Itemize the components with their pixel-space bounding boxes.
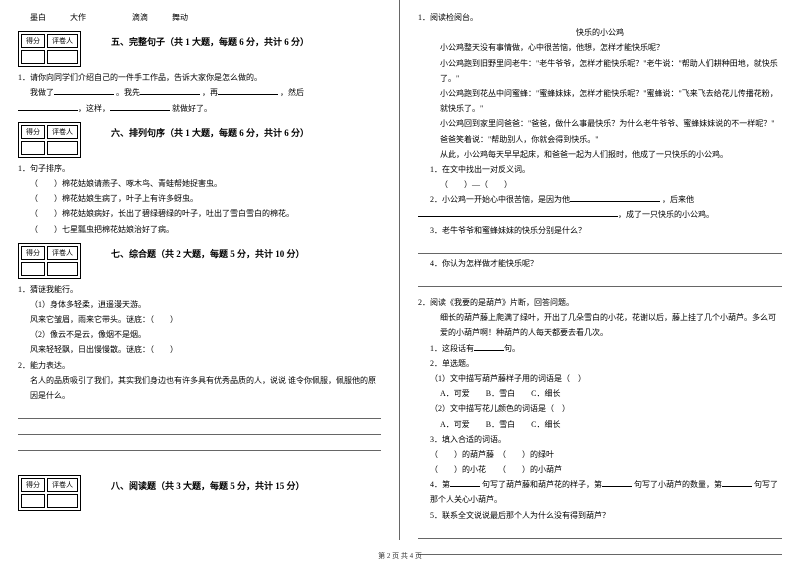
- w4: 舞动: [172, 13, 188, 22]
- r1-p6: 从此，小公鸡每天早早起床，和爸爸一起为人们报时，他成了一只快乐的小公鸡。: [418, 147, 782, 162]
- s7-q1b: 风来它皱眉，雨来它带头。谜底：（ ）: [18, 312, 381, 327]
- write-line: [418, 240, 782, 254]
- r2-q2b: （2）文中描写花儿颜色的词语是（ ）: [418, 401, 782, 416]
- w1: 墨白: [30, 13, 46, 22]
- r1-p1: 小公鸡整天没有事情做，心中很苦恼，他想，怎样才能快乐呢？: [418, 40, 782, 55]
- r2-q1: 1．这段话有句。: [418, 341, 782, 356]
- write-line: [418, 525, 782, 539]
- write-line: [18, 437, 381, 451]
- r1-q3: 3．老牛爷爷和蜜蜂妹妹的快乐分别是什么？: [418, 223, 782, 238]
- r2-q2opt1: A．可爱 B．雪白 C．细长: [418, 386, 782, 401]
- score-box-7: 得分评卷人: [18, 243, 81, 279]
- r1-q4: 4．你认为怎样做才能快乐呢？: [418, 256, 782, 271]
- s6-i2: （ ）棉花姑娘生病了，叶子上有许多蚜虫。: [18, 191, 381, 206]
- r2-q3a: （ ）的葫芦藤 （ ）的绿叶: [418, 447, 782, 462]
- r2-q4: 4．第 句写了葫芦藤和葫芦花的样子，第 句写了小葫芦的数量，第 句写了那个人关心…: [418, 477, 782, 507]
- score-box-6: 得分评卷人: [18, 122, 81, 158]
- score-box-8: 得分评卷人: [18, 475, 81, 511]
- s7-q1d: 风来轻轻飘，日出慢慢散。谜底：（ ）: [18, 342, 381, 357]
- s6-lead: 1．句子排序。: [18, 161, 381, 176]
- score-box-5: 得分评卷人: [18, 31, 81, 67]
- right-column: 1．阅读检阅台。 快乐的小公鸡 小公鸡整天没有事情做，心中很苦恼，他想，怎样才能…: [400, 0, 800, 540]
- s7-q1a: （1）身体多轻柔，逍遥漫天游。: [18, 297, 381, 312]
- s6-i3: （ ）棉花姑娘病好，长出了碧绿碧绿的叶子，吐出了雪白雪白的棉花。: [18, 206, 381, 221]
- r1-title: 快乐的小公鸡: [418, 25, 782, 40]
- r1-p3: 小公鸡跑到花丛中问蜜蜂："蜜蜂妹妹，怎样才能快乐呢？"蜜蜂说："飞来飞去给花儿传…: [418, 86, 782, 116]
- s7-q2: 2．能力表达。: [18, 358, 381, 373]
- section-6-title: 六、排列句序（共 1 大题，每题 6 分，共计 6 分）: [111, 116, 309, 139]
- r1-q1: 1．在文中找出一对反义词。: [418, 162, 782, 177]
- section-5-header: 得分评卷人 五、完整句子（共 1 大题，每题 6 分，共计 6 分）: [18, 25, 381, 70]
- w3: 滴滴: [132, 13, 148, 22]
- section-5-title: 五、完整句子（共 1 大题，每题 6 分，共计 6 分）: [111, 25, 309, 48]
- s7-q2a: 名人的品质吸引了我们，其实我们身边也有许多具有优秀品质的人，说说 谁令你佩服，佩…: [18, 373, 381, 403]
- r2-q3: 3．填入合适的词语。: [418, 432, 782, 447]
- s7-q1: 1．猜谜我能行。: [18, 282, 381, 297]
- page-footer: 第 2 页 共 4 页: [0, 551, 800, 561]
- s7-q1c: （2）像云不是云，像烟不是烟。: [18, 327, 381, 342]
- r2-q5: 5．联系全文说说最后那个人为什么没有得到葫芦？: [418, 508, 782, 523]
- r1-q2: 2．小公鸡一开始心中很苦恼，是因为他 ，后来他: [418, 192, 782, 207]
- r1-lead: 1．阅读检阅台。: [418, 10, 782, 25]
- r2-q2opt2: A．可爱 B．雪白 C．细长: [418, 417, 782, 432]
- r2-lead: 2．阅读《我要的是葫芦》片断，回答问题。: [418, 295, 782, 310]
- section-8-title: 八、阅读题（共 3 大题，每题 5 分，共计 15 分）: [111, 469, 305, 492]
- s5-intro: 1．请你向同学们介绍自己的一件手工作品，告诉大家你是怎么做的。: [18, 70, 381, 85]
- section-7-header: 得分评卷人 七、综合题（共 2 大题，每题 5 分，共计 10 分）: [18, 237, 381, 282]
- s5-l1: 我做了 。我先 ，再 ，然后: [18, 85, 381, 100]
- r2-q3b: （ ）的小花 （ ）的小葫芦: [418, 462, 782, 477]
- r2-q2: 2．单选题。: [418, 356, 782, 371]
- s6-i1: （ ）棉花姑娘请燕子、啄木鸟、青蛙帮她捉害虫。: [18, 176, 381, 191]
- r1-q1b: （ ）—（ ）: [418, 177, 782, 192]
- score-h2: 评卷人: [47, 34, 78, 48]
- left-column: 墨白 大作 滴滴 舞动 得分评卷人 五、完整句子（共 1 大题，每题 6 分，共…: [0, 0, 400, 540]
- word-row: 墨白 大作 滴滴 舞动: [18, 10, 381, 25]
- write-line: [18, 405, 381, 419]
- section-7-title: 七、综合题（共 2 大题，每题 5 分，共计 10 分）: [111, 237, 305, 260]
- r1-p5: 爸爸笑着说："帮助别人，你就会得到快乐。": [418, 132, 782, 147]
- section-6-header: 得分评卷人 六、排列句序（共 1 大题，每题 6 分，共计 6 分）: [18, 116, 381, 161]
- r2-p1: 细长的葫芦藤上爬满了绿叶，开出了几朵雪白的小花，花谢以后，藤上挂了几个小葫芦。多…: [418, 310, 782, 340]
- r1-p2: 小公鸡跑到旧野里问老牛："老牛爷爷，怎样才能快乐呢？"老牛说："帮助人们耕种田地…: [418, 56, 782, 86]
- w2: 大作: [70, 13, 86, 22]
- s5-l2: ，这样， 就做好了。: [18, 101, 381, 116]
- r1-p4: 小公鸡回到家里问爸爸："爸爸，做什么事最快乐？为什么老牛爷爷、蜜蜂妹妹说的不一样…: [418, 116, 782, 131]
- r2-q2a: （1）文中描写葫芦藤样子用的词语是（ ）: [418, 371, 782, 386]
- write-line: [18, 421, 381, 435]
- section-8-header: 得分评卷人 八、阅读题（共 3 大题，每题 5 分，共计 15 分）: [18, 469, 381, 514]
- score-h1: 得分: [21, 34, 45, 48]
- s6-i4: （ ）七星瓢虫把棉花姑娘治好了病。: [18, 222, 381, 237]
- write-line: [418, 273, 782, 287]
- r1-q2c: ，成了一只快乐的小公鸡。: [418, 207, 782, 222]
